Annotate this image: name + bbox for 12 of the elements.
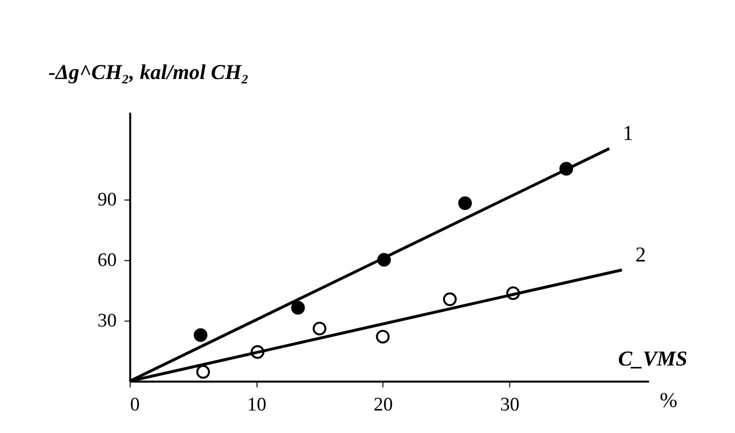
x-tick-label: 0 [130,394,140,416]
y-axis-title: -Δg^CH₂, kal/mol CH₂ [48,60,249,84]
y-tick-label: 30 [98,310,117,332]
series-label: 1 [622,120,634,145]
x-axis-title: C_VMS [618,346,688,370]
y-tick-label: 60 [98,250,117,272]
x-tick-label: 30 [500,394,520,416]
text: % [660,388,678,412]
y-tick-label: 90 [98,189,117,210]
x-tick-label: 20 [374,394,393,416]
series-label: 2 [635,242,646,266]
x-tick-label: 10 [247,394,266,416]
